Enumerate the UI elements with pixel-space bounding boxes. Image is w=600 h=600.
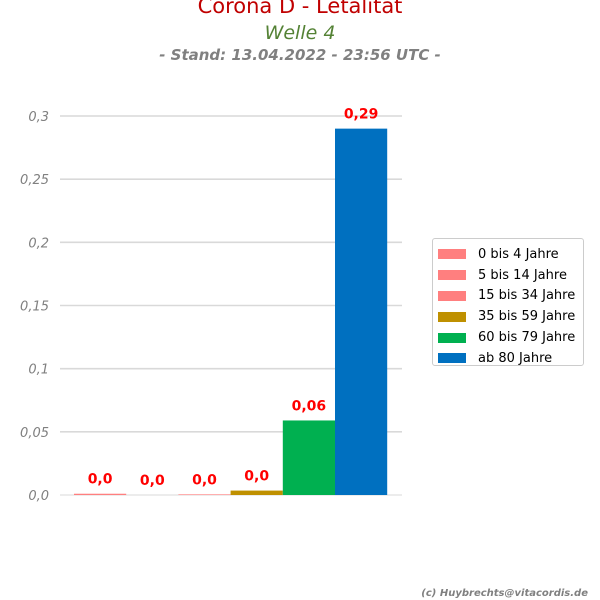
data-label: 0,0	[192, 472, 217, 488]
legend-item: 5 bis 14 Jahre	[438, 265, 583, 286]
legend-label: ab 80 Jahre	[478, 350, 553, 366]
legend-item: 35 bis 59 Jahre	[438, 306, 583, 327]
legend-swatch	[438, 290, 466, 301]
legend-swatch	[438, 249, 466, 260]
chart-title: Corona D - Letalität	[197, 0, 403, 18]
bar	[74, 493, 127, 495]
y-tick-label: 0,0	[28, 489, 49, 504]
data-label: 0,0	[140, 473, 165, 489]
data-label: 0,0	[244, 469, 269, 485]
legend-item: 0 bis 4 Jahre	[438, 244, 583, 265]
y-tick-label: 0,05	[20, 426, 49, 441]
bar	[230, 490, 283, 495]
bar	[178, 494, 231, 495]
legend-swatch	[438, 270, 466, 281]
legend-label: 60 bis 79 Jahre	[478, 330, 576, 346]
legend-item: 15 bis 34 Jahre	[438, 286, 583, 307]
legend-item: ab 80 Jahre	[438, 348, 583, 369]
legend-label: 15 bis 34 Jahre	[478, 288, 576, 304]
legend-label: 5 bis 14 Jahre	[478, 267, 567, 283]
y-tick-label: 0,1	[28, 363, 49, 378]
y-tick-label: 0,25	[20, 173, 49, 188]
data-label: 0,29	[344, 107, 379, 123]
legend-swatch	[438, 353, 466, 364]
bar	[282, 420, 335, 495]
legend-item: 60 bis 79 Jahre	[438, 327, 583, 348]
y-tick-label: 0,3	[28, 110, 49, 125]
y-tick-label: 0,15	[20, 300, 49, 315]
legend-swatch	[438, 311, 466, 322]
chart-legend: 0 bis 4 Jahre 5 bis 14 Jahre 15 bis 34 Jah…	[432, 238, 584, 366]
y-tick-label: 0,2	[28, 236, 49, 251]
legend-swatch	[438, 332, 466, 343]
legend-label: 0 bis 4 Jahre	[478, 246, 559, 262]
bar	[335, 128, 388, 495]
chart-subtitle: Welle 4	[264, 22, 336, 44]
legend-label: 35 bis 59 Jahre	[478, 309, 576, 325]
data-label: 0,06	[292, 398, 327, 414]
chart-stand-timestamp: - Stand: 13.04.2022 - 23:56 UTC -	[159, 46, 441, 64]
data-label: 0,0	[88, 472, 113, 488]
copyright-footer: (c) Huybrechts@vitacordis.de	[421, 588, 588, 599]
